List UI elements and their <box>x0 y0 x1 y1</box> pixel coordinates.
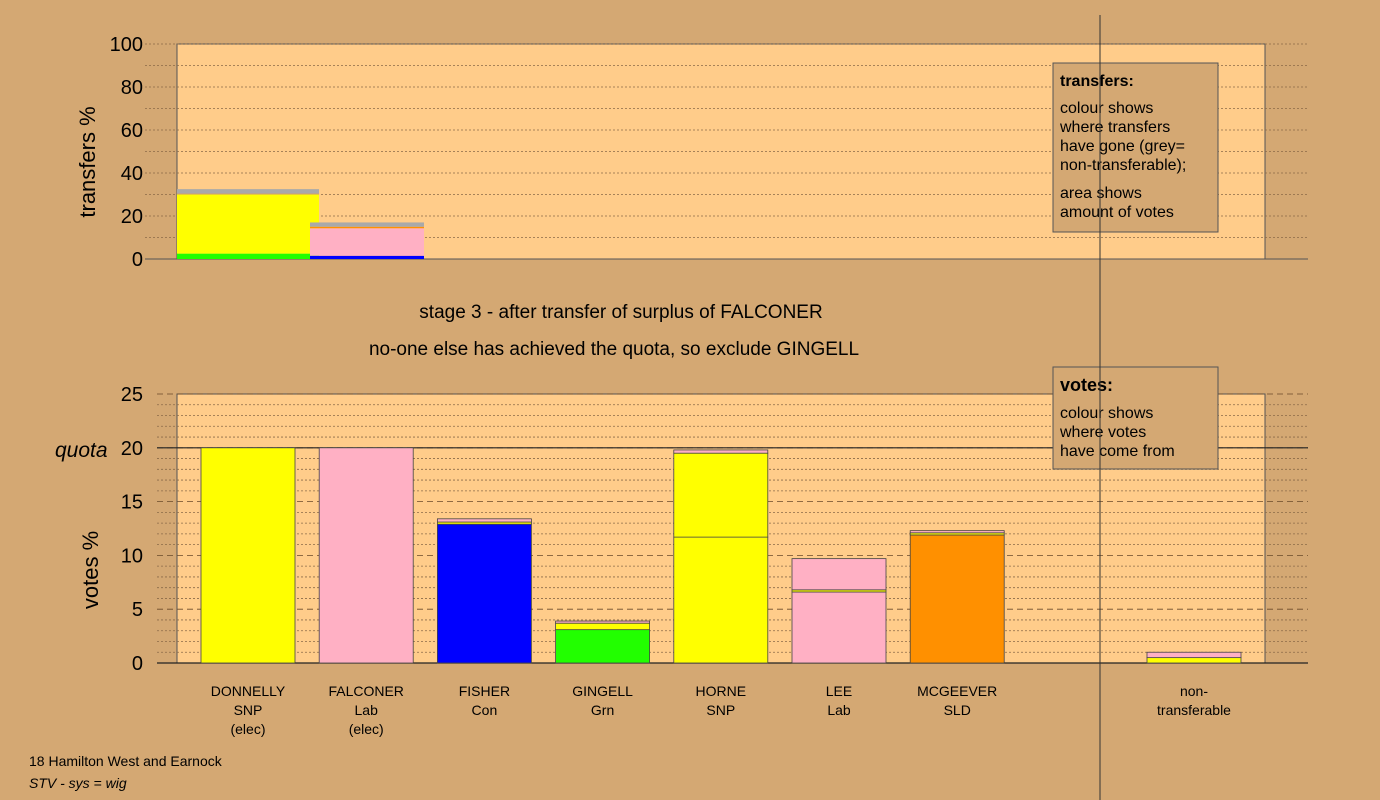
vote-segment <box>555 622 650 631</box>
vote-segment <box>673 452 769 538</box>
quota-label: quota <box>55 439 108 462</box>
candidate-party: Grn <box>591 702 614 718</box>
votes-legend-box <box>1052 366 1219 470</box>
vote-segment <box>1146 651 1242 659</box>
votes-y-ticks: 0 5 10 15 20 25 <box>121 384 143 675</box>
vote-segment <box>436 518 532 523</box>
vote-segment <box>909 534 1005 664</box>
candidate-name: GINGELL <box>572 683 633 699</box>
footer-constituency: 18 Hamilton West and Earnock <box>29 753 223 769</box>
stage-subtitle: no-one else has achieved the quota, so e… <box>369 339 859 360</box>
candidate-name: LEE <box>826 683 852 699</box>
stage-title: stage 3 - after transfer of surplus of F… <box>419 302 822 323</box>
vote-segment <box>555 629 650 664</box>
candidate-name: FISHER <box>459 683 510 699</box>
y-tick-label: 0 <box>132 249 143 271</box>
y-tick-label: 0 <box>132 653 143 675</box>
nontransferable-label: non- <box>1180 683 1208 699</box>
vote-segment <box>791 558 887 591</box>
y-tick-label: 5 <box>132 599 143 621</box>
transfers-legend-line: have gone (grey= <box>1060 138 1185 155</box>
transfers-y-axis-label: transfers % <box>75 106 100 217</box>
candidate-name: MCGEEVER <box>917 683 997 699</box>
transfer-segment <box>177 194 319 254</box>
y-tick-label: 25 <box>121 384 143 406</box>
votes-legend-title: votes: <box>1060 375 1113 395</box>
votes-legend-line: have come from <box>1060 443 1175 460</box>
candidate-party: Lab <box>827 702 851 718</box>
transfer-segment <box>310 228 424 256</box>
votes-y-axis-label: votes % <box>78 531 103 609</box>
y-tick-label: 60 <box>121 120 143 142</box>
votes-legend-line: colour shows <box>1060 405 1153 422</box>
vote-segment <box>436 523 532 664</box>
transfers-panel: 0 20 40 60 80 100 transfers % transfers: colo… <box>75 34 1308 271</box>
transfer-segment <box>310 222 424 227</box>
nontransferable-label: transferable <box>1157 702 1231 718</box>
vote-segment <box>909 530 1005 534</box>
vote-segment <box>555 620 650 624</box>
transfers-legend: transfers: colour shows where transfers … <box>1052 62 1219 233</box>
candidate-party: SNP <box>706 702 735 718</box>
votes-legend-line: where votes <box>1059 424 1146 441</box>
transfers-legend-line: non-transferable); <box>1060 157 1186 174</box>
transfers-legend-line: area shows <box>1060 185 1142 202</box>
y-tick-label: 15 <box>121 492 143 514</box>
y-tick-label: 20 <box>121 438 143 460</box>
candidate-party: Con <box>472 702 498 718</box>
candidate-party: SNP <box>234 702 263 718</box>
votes-panel: 0 5 10 15 20 25 DONNELLY SNP (elec) FALCONER Lab (… <box>55 366 1308 737</box>
transfer-segment <box>310 226 424 229</box>
candidate-name: DONNELLY <box>211 683 286 699</box>
vote-segment <box>318 447 414 664</box>
vote-segment <box>673 449 769 454</box>
transfer-segment <box>177 193 319 195</box>
votes-legend: votes: colour shows where votes have com… <box>1052 366 1219 470</box>
candidate-note: (elec) <box>230 721 265 737</box>
vote-segment <box>673 536 769 664</box>
transfers-legend-title: transfers: <box>1060 73 1134 90</box>
candidate-labels: DONNELLY SNP (elec) FALCONER Lab (elec) FISHER… <box>211 683 1231 737</box>
transfers-legend-box <box>1052 62 1219 233</box>
transfers-y-ticks: 0 20 40 60 80 100 <box>110 34 143 271</box>
transfer-segment <box>177 253 319 259</box>
votes-bars <box>200 447 1242 664</box>
transfers-legend-line: colour shows <box>1060 100 1153 117</box>
y-tick-label: 10 <box>121 545 143 567</box>
transfer-segment <box>177 189 319 194</box>
candidate-name: HORNE <box>696 683 747 699</box>
vote-segment <box>200 447 296 664</box>
footer-system: STV - sys = wig <box>29 775 127 791</box>
transfers-legend-line: amount of votes <box>1060 204 1174 221</box>
y-tick-label: 100 <box>110 34 143 56</box>
y-tick-label: 20 <box>121 206 143 228</box>
candidate-party: SLD <box>944 702 971 718</box>
y-tick-label: 40 <box>121 163 143 185</box>
transfer-segment <box>310 255 424 259</box>
transfers-bars <box>177 189 424 259</box>
transfers-legend-line: where transfers <box>1059 119 1170 136</box>
candidate-note: (elec) <box>349 721 384 737</box>
y-tick-label: 80 <box>121 77 143 99</box>
candidate-name: FALCONER <box>328 683 403 699</box>
candidate-party: Lab <box>355 702 379 718</box>
vote-segment <box>1146 657 1242 664</box>
vote-segment <box>791 591 887 664</box>
